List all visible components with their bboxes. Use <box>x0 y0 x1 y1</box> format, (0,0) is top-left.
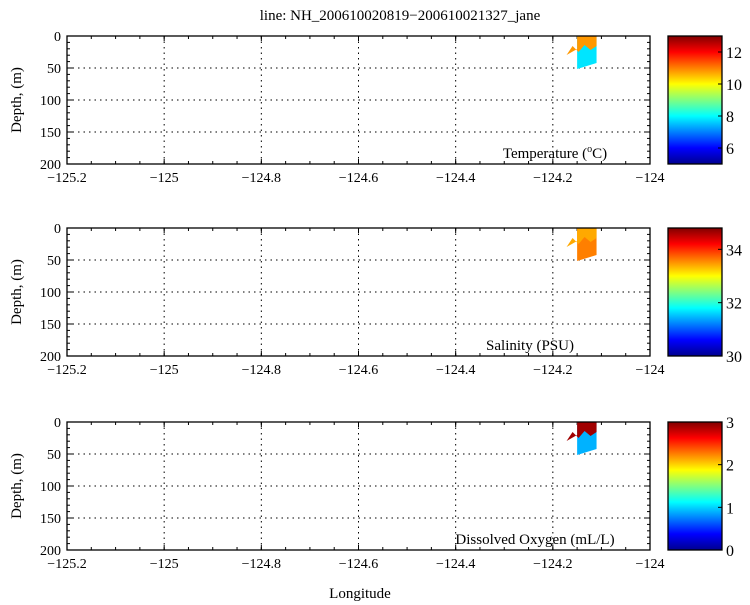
x-tick-label: −124 <box>636 171 665 186</box>
x-tick-label: −125.2 <box>47 557 86 572</box>
panel-0: −125.2 −125 −124.8 −124.6 −124.4 −124.2 −124 0 5… <box>9 30 742 186</box>
colorbar-tick-label: 1 <box>726 500 734 517</box>
panel-label: Temperature (oC) <box>503 144 607 162</box>
y-tick-label: 50 <box>47 62 61 77</box>
colorbar <box>667 227 723 357</box>
plot-frame <box>66 227 651 357</box>
x-axis-label: Longitude <box>329 586 391 602</box>
x-tick-label: −125 <box>150 171 179 186</box>
colorbar-tick-label: 12 <box>726 45 742 62</box>
colorbar-tick-label: 10 <box>726 77 742 94</box>
x-tick-label: −124.4 <box>436 171 475 186</box>
y-tick-label: 50 <box>47 254 61 269</box>
colorbar-tick-label: 34 <box>726 242 742 259</box>
figure-title: line: NH_200610020819−200610021327_jane <box>260 8 541 24</box>
x-tick-label: −124.6 <box>339 557 378 572</box>
x-tick-label: −124.6 <box>339 363 378 378</box>
y-axis-label: Depth, (m) <box>9 453 25 519</box>
colorbar-tick-label: 2 <box>726 458 734 475</box>
x-tick-label: −124.8 <box>242 171 281 186</box>
x-tick-label: −124 <box>636 557 665 572</box>
data-patch-surface <box>566 422 597 441</box>
panel-label: Dissolved Oxygen (mL/L) <box>455 532 614 548</box>
y-tick-label: 150 <box>40 512 61 527</box>
y-tick-label: 200 <box>40 544 61 559</box>
colorbar-tick-label: 30 <box>726 349 742 366</box>
x-tick-label: −125.2 <box>47 171 86 186</box>
y-tick-label: 50 <box>47 448 61 463</box>
x-tick-label: −124.6 <box>339 171 378 186</box>
colorbar <box>667 421 723 551</box>
y-tick-label: 200 <box>40 350 61 365</box>
colorbar-tick-label: 32 <box>726 296 742 313</box>
data-patch-surface <box>566 36 597 55</box>
x-tick-label: −124.8 <box>242 363 281 378</box>
x-tick-label: −125 <box>150 363 179 378</box>
x-tick-label: −125 <box>150 557 179 572</box>
x-tick-label: −125.2 <box>47 363 86 378</box>
colorbar-tick-label: 3 <box>726 415 734 432</box>
x-tick-label: −124.2 <box>533 557 572 572</box>
y-tick-label: 0 <box>54 30 61 45</box>
y-tick-label: 150 <box>40 126 61 141</box>
plot-frame <box>66 35 651 165</box>
x-tick-label: −124.4 <box>436 557 475 572</box>
y-axis-label: Depth, (m) <box>9 67 25 133</box>
y-tick-label: 0 <box>54 416 61 431</box>
plot-frame <box>66 421 651 551</box>
panel-2: −125.2 −125 −124.8 −124.6 −124.4 −124.2 −124 0 5… <box>9 415 734 572</box>
y-tick-label: 0 <box>54 222 61 237</box>
data-patch-surface <box>566 228 597 247</box>
panel-label: Salinity (PSU) <box>486 338 574 354</box>
colorbar-tick-label: 0 <box>726 543 734 560</box>
colorbar-tick-label: 8 <box>726 109 734 126</box>
y-tick-label: 100 <box>40 94 61 109</box>
y-axis-label: Depth, (m) <box>9 259 25 325</box>
x-tick-label: −124.4 <box>436 363 475 378</box>
x-tick-label: −124.2 <box>533 363 572 378</box>
colorbar <box>667 35 723 165</box>
x-tick-label: −124.8 <box>242 557 281 572</box>
colorbar-tick-label: 6 <box>726 141 734 158</box>
x-tick-label: −124.2 <box>533 171 572 186</box>
x-tick-label: −124 <box>636 363 665 378</box>
panel-1: −125.2 −125 −124.8 −124.6 −124.4 −124.2 −124 0 5… <box>9 222 742 378</box>
y-tick-label: 100 <box>40 480 61 495</box>
y-tick-label: 100 <box>40 286 61 301</box>
y-tick-label: 150 <box>40 318 61 333</box>
y-tick-label: 200 <box>40 158 61 173</box>
